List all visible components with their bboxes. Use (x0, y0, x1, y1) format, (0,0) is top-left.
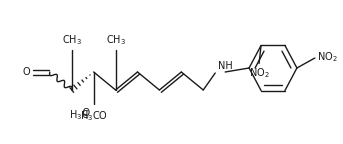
Text: O: O (22, 67, 30, 77)
Text: H$_3$CO: H$_3$CO (80, 109, 108, 123)
Text: CH$_3$: CH$_3$ (62, 33, 82, 47)
Text: NO$_2$: NO$_2$ (249, 67, 269, 80)
Text: H$_3$C: H$_3$C (69, 108, 90, 122)
Text: NH: NH (218, 61, 233, 71)
Text: CH$_3$: CH$_3$ (106, 33, 126, 47)
Text: O: O (70, 108, 90, 118)
Text: NO$_2$: NO$_2$ (317, 50, 338, 64)
